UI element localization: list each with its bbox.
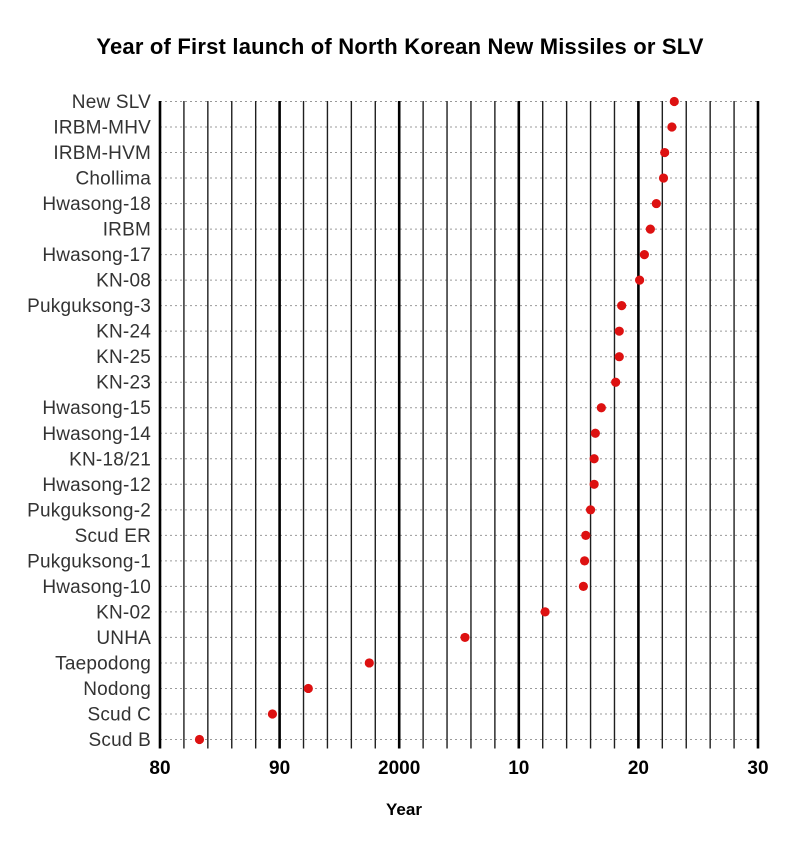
y-axis-label: KN-08 <box>96 271 151 292</box>
y-axis-label: KN-24 <box>96 322 151 343</box>
y-axis-label: KN-23 <box>96 373 151 394</box>
y-axis-label: Pukguksong-3 <box>27 296 151 317</box>
y-axis-label: Scud ER <box>75 526 151 547</box>
y-axis-label: IRBM-MHV <box>53 118 151 139</box>
data-point <box>364 658 374 668</box>
y-axis-label: KN-18/21 <box>69 449 151 470</box>
chart-title: Year of First launch of North Korean New… <box>96 34 704 59</box>
data-point <box>639 250 649 260</box>
data-point <box>589 454 599 464</box>
y-axis-label: IRBM <box>103 220 151 241</box>
data-point <box>585 505 596 515</box>
data-point <box>617 301 627 311</box>
y-axis-label: KN-25 <box>96 347 151 368</box>
x-axis-tick-label: 10 <box>508 758 529 779</box>
y-axis-label: KN-02 <box>96 602 151 623</box>
x-axis-title: Year <box>386 800 422 819</box>
y-axis-label: Hwasong-15 <box>42 398 151 419</box>
y-axis-label: Hwasong-10 <box>42 577 151 598</box>
data-point <box>645 224 655 234</box>
y-axis-label: Taepodong <box>55 653 151 674</box>
y-axis-label: Chollima <box>75 169 151 190</box>
data-point <box>460 632 470 643</box>
data-point <box>578 581 588 591</box>
y-axis-label: Scud C <box>87 704 151 725</box>
data-point <box>614 326 624 336</box>
y-axis-label: UNHA <box>96 628 151 649</box>
data-point <box>634 275 645 285</box>
data-point <box>596 403 606 413</box>
data-point <box>540 607 550 617</box>
y-axis-label: Hwasong-17 <box>42 245 151 266</box>
y-axis-label: Hwasong-14 <box>42 424 151 445</box>
data-point <box>660 147 670 158</box>
data-point <box>651 198 661 209</box>
data-point <box>589 479 599 489</box>
data-point <box>267 709 278 719</box>
data-point <box>581 530 591 540</box>
y-axis-label: Hwasong-18 <box>42 194 151 215</box>
y-axis-label: Pukguksong-2 <box>27 500 151 521</box>
x-axis-tick-label: 90 <box>269 758 290 779</box>
data-point <box>194 734 205 745</box>
y-axis-label: New SLV <box>72 92 151 113</box>
x-axis-tick-label: 20 <box>628 758 649 779</box>
data-point <box>611 377 621 387</box>
data-point <box>303 683 313 694</box>
x-axis-tick-label: 80 <box>149 758 170 779</box>
data-point <box>579 556 590 566</box>
y-axis-label: Scud B <box>89 730 151 751</box>
y-axis-label: IRBM-HVM <box>53 143 151 164</box>
data-point <box>590 428 600 438</box>
data-point <box>667 122 677 132</box>
y-axis-label: Nodong <box>83 679 151 700</box>
x-axis-tick-label: 30 <box>747 758 768 779</box>
data-point <box>669 96 679 107</box>
y-axis-label: Pukguksong-1 <box>27 551 151 572</box>
x-axis-tick-label: 2000 <box>378 758 420 779</box>
y-axis-label: Hwasong-12 <box>42 475 151 496</box>
data-point <box>614 352 624 362</box>
data-point <box>658 173 669 183</box>
